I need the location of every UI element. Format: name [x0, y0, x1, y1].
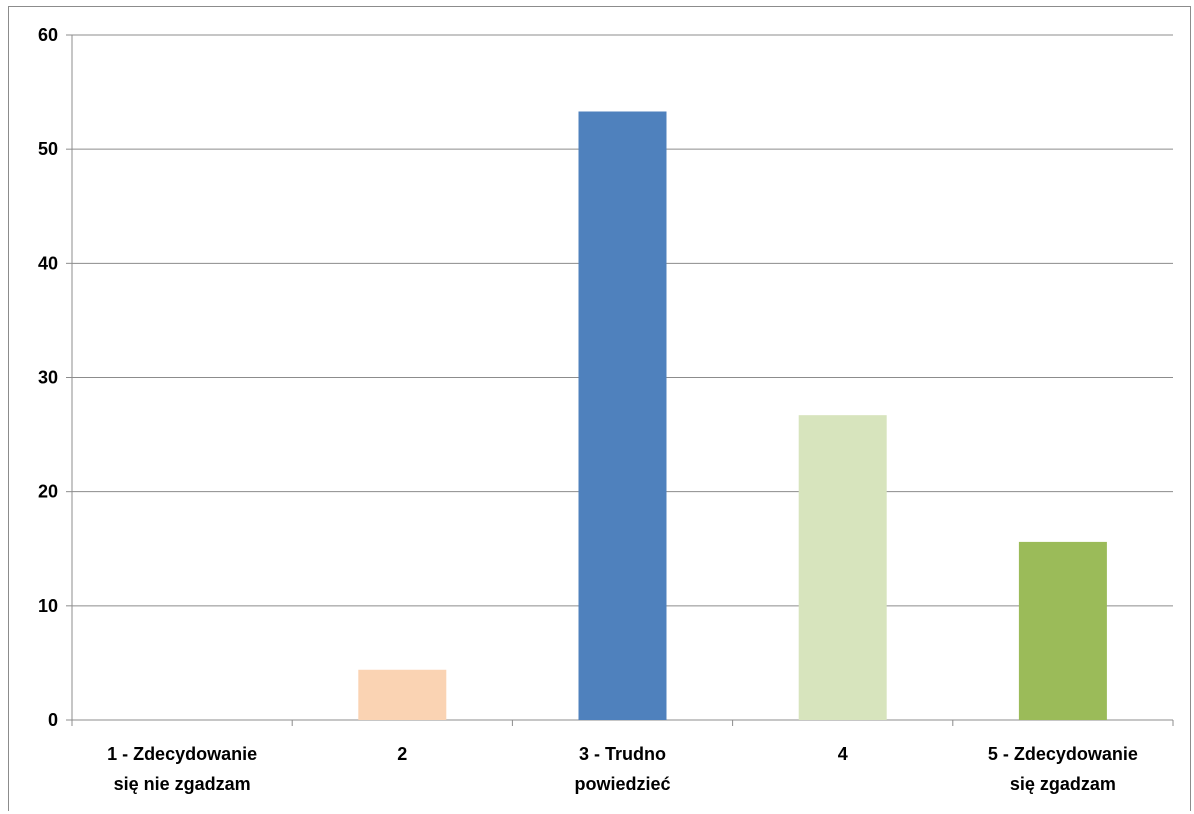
y-axis-ticks: 0 10 20 30 40 50 60 [38, 25, 72, 730]
bar [1018, 541, 1107, 720]
y-tick-label: 30 [38, 368, 58, 388]
y-tick-label: 20 [38, 482, 58, 502]
x-category-label: 2 [397, 744, 407, 764]
x-axis-categories: 1 - Zdecydowanie się nie zgadzam 2 3 - Trud… [107, 744, 1138, 794]
x-category-label: się zgadzam [1010, 774, 1116, 794]
y-tick-label: 40 [38, 253, 58, 273]
bars [358, 111, 1107, 720]
bar [358, 669, 447, 720]
bar [578, 111, 667, 720]
x-category-label: powiedzieć [574, 774, 670, 794]
x-category-label: 1 - Zdecydowanie [107, 744, 257, 764]
y-tick-label: 60 [38, 25, 58, 45]
y-tick-label: 50 [38, 139, 58, 159]
x-category-label: się nie zgadzam [114, 774, 251, 794]
x-category-label: 3 - Trudno [579, 744, 666, 764]
y-tick-label: 0 [48, 710, 58, 730]
y-tick-label: 10 [38, 596, 58, 616]
bar [798, 415, 887, 720]
x-category-label: 5 - Zdecydowanie [988, 744, 1138, 764]
x-category-label: 4 [838, 744, 848, 764]
